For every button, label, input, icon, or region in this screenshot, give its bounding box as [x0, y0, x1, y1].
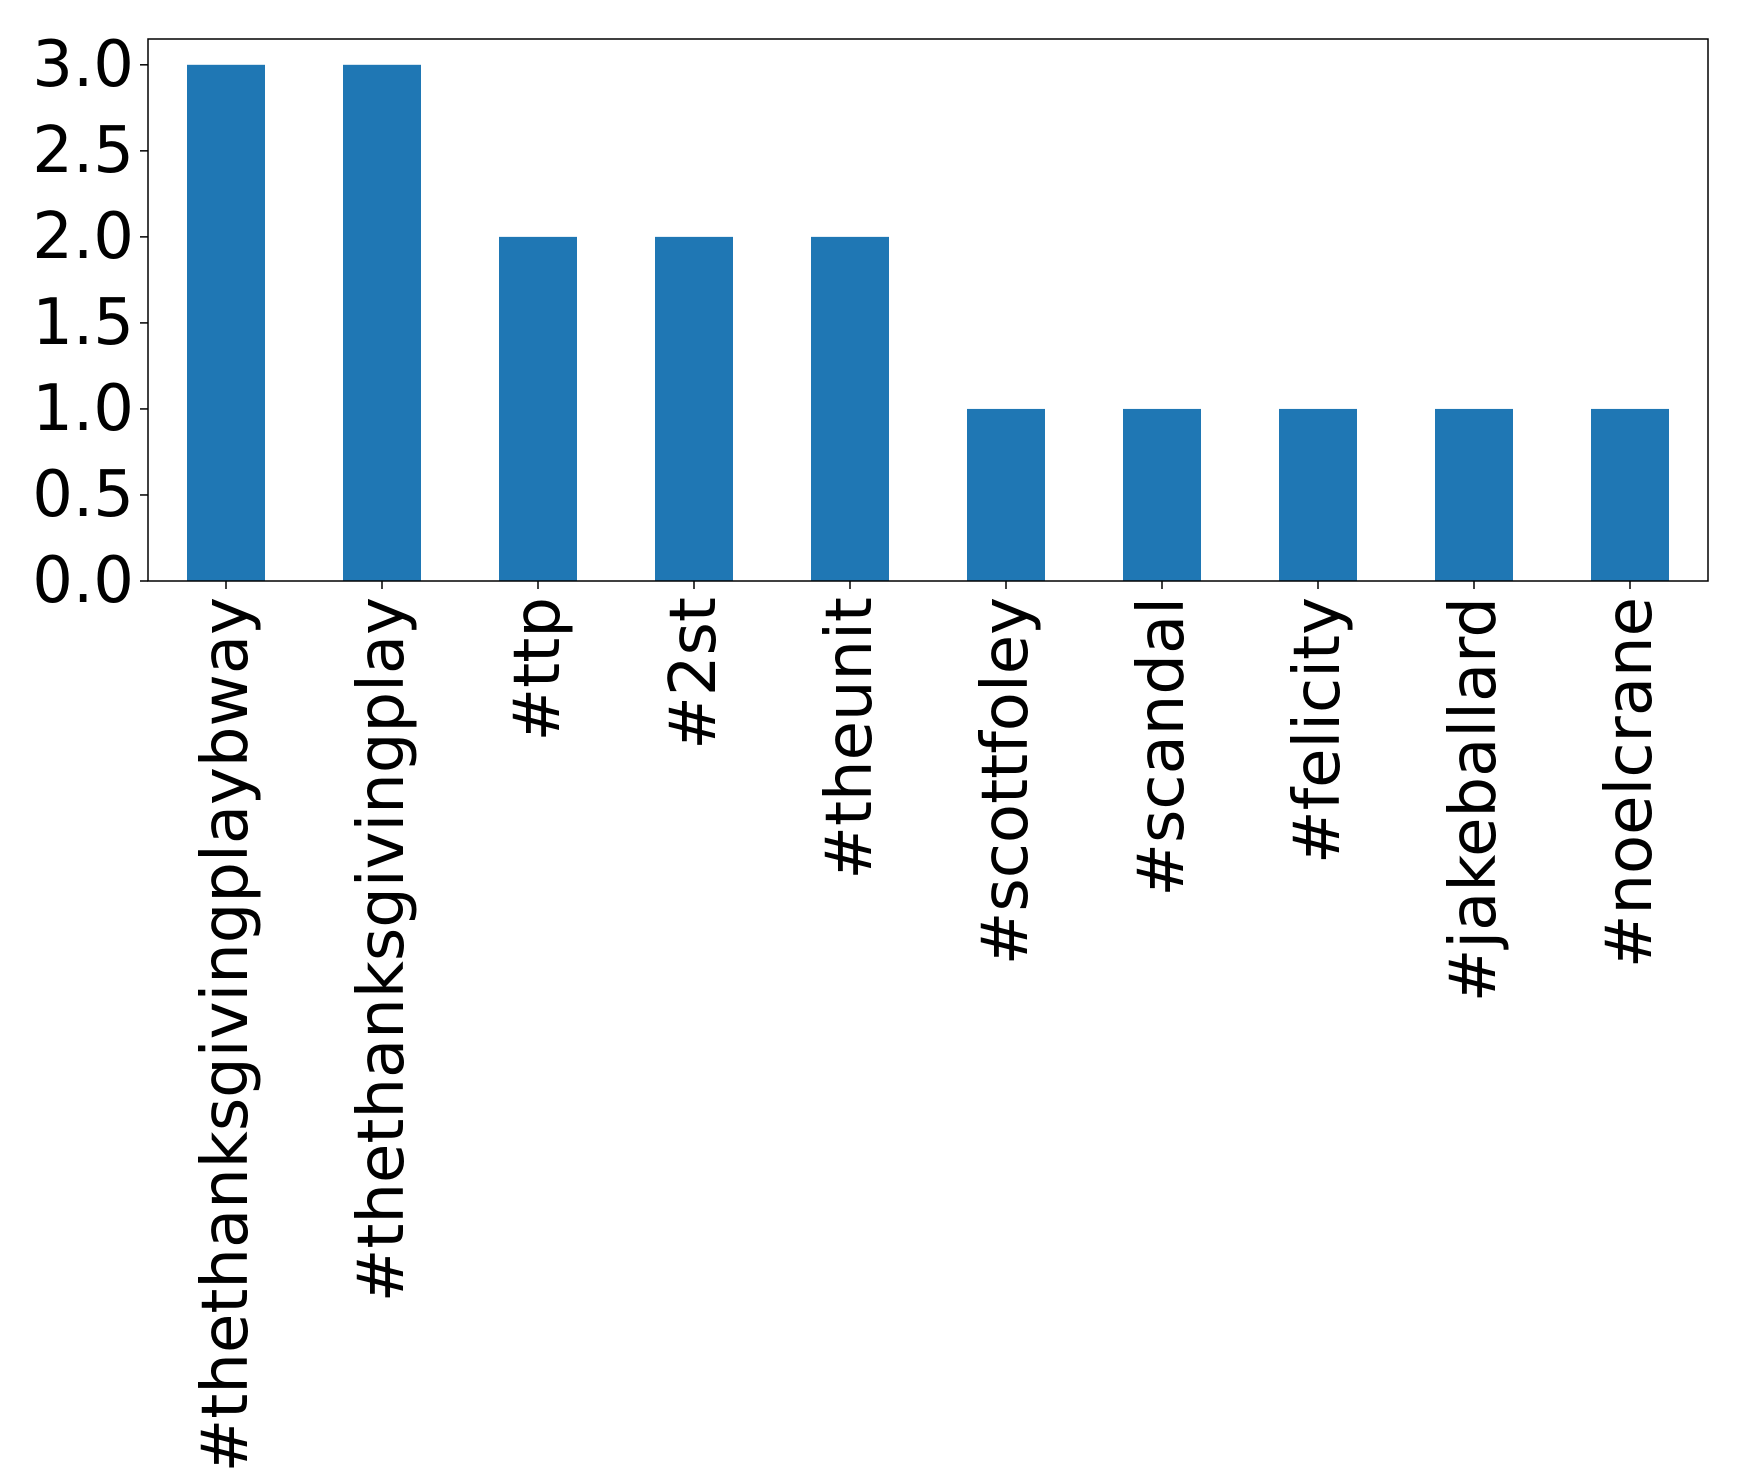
bar — [343, 64, 421, 582]
y-tick-label: 0.5 — [32, 458, 134, 532]
bar — [499, 236, 577, 581]
y-tick-label: 0.0 — [32, 544, 134, 618]
bar — [811, 236, 889, 581]
x-tick-label: #jakeballard — [1437, 597, 1511, 1002]
bar — [967, 408, 1045, 581]
y-tick-label: 2.0 — [32, 200, 134, 274]
bar — [1435, 408, 1513, 581]
y-tick-label: 3.0 — [32, 28, 134, 102]
plot-frame — [147, 38, 1709, 582]
x-tick-label: #felicity — [1281, 597, 1355, 864]
x-tick-label: #thethanksgivingplaybway — [189, 597, 263, 1472]
bar — [1123, 408, 1201, 581]
x-tick-label: #2st — [657, 597, 731, 750]
x-tick-label: #ttp — [501, 597, 575, 741]
y-tick-label: 1.0 — [32, 372, 134, 446]
bar — [1591, 408, 1669, 581]
x-tick-label: #theunit — [813, 597, 887, 880]
y-tick-label: 1.5 — [32, 286, 134, 360]
x-tick-label: #scandal — [1125, 597, 1199, 897]
bar — [655, 236, 733, 581]
bar — [1279, 408, 1357, 581]
bar — [187, 64, 265, 582]
x-tick-label: #noelcrane — [1593, 597, 1667, 968]
x-tick-label: #thethanksgivingplay — [345, 597, 419, 1302]
x-tick-label: #scottfoley — [969, 597, 1043, 965]
y-tick-label: 2.5 — [32, 114, 134, 188]
